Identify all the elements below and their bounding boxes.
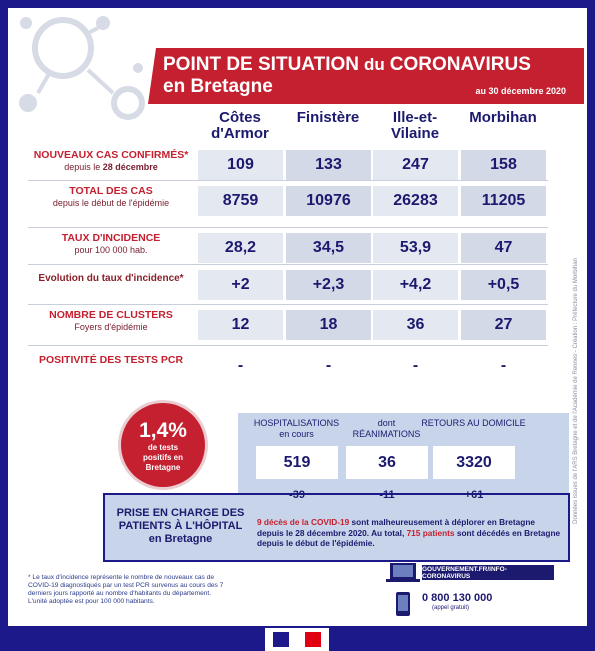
row-separator bbox=[28, 264, 548, 265]
virus-decoration bbox=[19, 16, 145, 120]
column-header: Morbihan bbox=[469, 109, 537, 126]
note-part: 9 décès de la COVID-19 bbox=[257, 517, 350, 527]
subtitle-part: depuis le bbox=[64, 162, 101, 172]
cell-value: 26283 bbox=[373, 186, 458, 216]
row-subtitle: depuis le début de l'épidémie bbox=[28, 197, 194, 209]
row-separator bbox=[28, 345, 548, 346]
cell-value: 28,2 bbox=[198, 233, 283, 263]
title-part: POINT DE SITUATION bbox=[163, 54, 359, 75]
header-text: dont bbox=[377, 418, 396, 428]
row-label: Evolution du taux d'incidence* bbox=[28, 273, 194, 285]
header-sub: en cours bbox=[279, 429, 314, 439]
logo-red bbox=[305, 632, 321, 647]
title: POINT DE SITUATION du CORONAVIRUS bbox=[163, 54, 536, 76]
row-label: NOMBRE DE CLUSTERS Foyers d'épidémie bbox=[28, 309, 194, 333]
header-text: HOSPITALISATIONS bbox=[253, 418, 340, 428]
positivity-label: de tests positifs en Bretagne bbox=[142, 443, 183, 472]
hospital-box: PRISE EN CHARGE DES PATIENTS À L'HÔPITAL… bbox=[103, 493, 570, 562]
row-separator bbox=[28, 304, 548, 305]
row-subtitle: depuis le 28 décembre bbox=[28, 161, 194, 173]
cell-value: +4,2 bbox=[373, 270, 458, 300]
header-sub: RÉANIMATIONS bbox=[352, 429, 421, 439]
row-title: TAUX D'INCIDENCE bbox=[61, 232, 161, 244]
cell-value: - bbox=[325, 357, 332, 374]
subtitle-part: Foyers d'épidémie bbox=[74, 322, 148, 332]
contact-url: GOUVERNEMENT.FR/INFO-CORONAVIRUS bbox=[422, 565, 554, 580]
title-part: CORONAVIRUS bbox=[389, 54, 531, 75]
hospital-change: -11 bbox=[379, 489, 395, 501]
cell-value: 27 bbox=[461, 310, 546, 340]
cell-value: +2 bbox=[198, 270, 283, 300]
row-title: TOTAL DES CAS bbox=[69, 185, 153, 197]
row-label: NOUVEAUX CAS CONFIRMÉS* depuis le 28 déce… bbox=[28, 149, 194, 173]
cell-value: 8759 bbox=[198, 186, 283, 216]
row-label: POSITIVITÉ DES TESTS PCR bbox=[28, 354, 194, 366]
positivity-badge: 1,4% de tests positifs en Bretagne bbox=[121, 403, 205, 487]
row-label: TAUX D'INCIDENCE pour 100 000 hab. bbox=[28, 232, 194, 256]
cell-value: 34,5 bbox=[286, 233, 371, 263]
cell-value: 47 bbox=[461, 233, 546, 263]
subtitle: en Bretagne bbox=[163, 76, 273, 97]
subtitle-part: depuis le début de l'épidémie bbox=[52, 198, 170, 208]
column-header: Ille-et-Vilaine bbox=[390, 109, 440, 142]
hospital-header: HOSPITALISATIONS en cours bbox=[244, 418, 349, 440]
row-subtitle: Foyers d'épidémie bbox=[28, 321, 194, 333]
cell-value: - bbox=[412, 357, 419, 374]
date: au 30 décembre 2020 bbox=[475, 86, 566, 96]
row-separator bbox=[28, 227, 548, 228]
cell-value: - bbox=[237, 357, 244, 374]
logo bbox=[265, 628, 329, 651]
row-label: TOTAL DES CAS depuis le début de l'épidém… bbox=[28, 185, 194, 209]
subtitle-part: 28 décembre bbox=[102, 162, 158, 172]
column-header: Côtes d'Armor bbox=[211, 109, 269, 142]
cell-value: 11205 bbox=[461, 186, 546, 216]
note-part: sont malheureusement à déplorer en Breta… bbox=[257, 517, 536, 538]
note-part: 715 patients bbox=[406, 527, 455, 538]
cell-value: 247 bbox=[373, 150, 458, 180]
note-part: sont décédés en Bretagne depuis le début… bbox=[257, 527, 561, 549]
positivity-value: 1,4% bbox=[139, 419, 187, 442]
row-title: Evolution du taux d'incidence* bbox=[38, 273, 184, 284]
hospital-change: -39 bbox=[289, 489, 305, 501]
hospital-value: 3320 bbox=[433, 446, 515, 479]
hospital-header: RETOURS AU DOMICILE bbox=[421, 418, 526, 429]
footnote: * Le taux d'incidence représente le nomb… bbox=[28, 574, 224, 605]
hospital-value: 519 bbox=[256, 446, 338, 479]
cell-value: 109 bbox=[198, 150, 283, 180]
contact-icons bbox=[386, 563, 420, 616]
cell-value: 53,9 bbox=[373, 233, 458, 263]
hospital-note: 9 décès de la COVID-19 sont malheureusem… bbox=[257, 517, 562, 549]
cell-value: 18 bbox=[286, 310, 371, 340]
content: POINT DE SITUATION du CORONAVIRUS en Breta… bbox=[8, 8, 587, 626]
row-title: POSITIVITÉ DES TESTS PCR bbox=[38, 354, 184, 366]
title-banner: POINT DE SITUATION du CORONAVIRUS en Breta… bbox=[148, 48, 584, 104]
row-subtitle: pour 100 000 hab. bbox=[28, 244, 194, 256]
contact-phone: 0 800 130 000 bbox=[422, 592, 493, 604]
cell-value: +2,3 bbox=[286, 270, 371, 300]
hospital-value: 36 bbox=[346, 446, 428, 479]
cell-value: +0,5 bbox=[461, 270, 546, 300]
subtitle-part: pour 100 000 hab. bbox=[74, 245, 148, 255]
cell-value: 12 bbox=[198, 310, 283, 340]
title-part: du bbox=[363, 55, 385, 74]
hospital-change: +61 bbox=[464, 489, 484, 501]
credit: Données issues de l'ARS Bretagne et de l… bbox=[573, 258, 579, 524]
row-title: NOMBRE DE CLUSTERS bbox=[49, 309, 173, 321]
cell-value: 10976 bbox=[286, 186, 371, 216]
hospital-header: dont RÉANIMATIONS bbox=[334, 418, 439, 440]
cell-value: 133 bbox=[286, 150, 371, 180]
cell-value: 36 bbox=[373, 310, 458, 340]
cell-value: 158 bbox=[461, 150, 546, 180]
column-header: Finistère bbox=[296, 109, 360, 126]
header-text: RETOURS AU DOMICILE bbox=[421, 418, 526, 428]
row-separator bbox=[28, 180, 548, 181]
cell-value: - bbox=[500, 357, 507, 374]
hospital-title: PRISE EN CHARGE DES PATIENTS À L'HÔPITAL… bbox=[116, 507, 245, 545]
logo-blue bbox=[273, 632, 289, 647]
contact-phone-note: (appel gratuit) bbox=[432, 605, 470, 611]
row-title: NOUVEAUX CAS CONFIRMÉS* bbox=[33, 149, 189, 161]
